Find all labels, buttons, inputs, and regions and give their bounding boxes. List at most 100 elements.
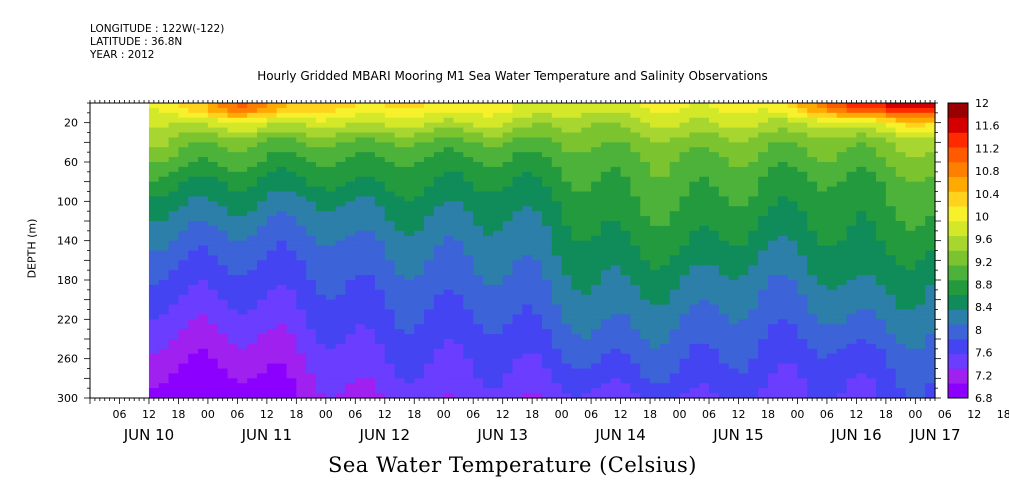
temperature-cell bbox=[178, 319, 189, 325]
temperature-cell bbox=[895, 196, 907, 202]
temperature-cell bbox=[433, 211, 445, 217]
temperature-cell bbox=[257, 329, 268, 335]
temperature-cell bbox=[502, 275, 514, 281]
temperature-cell bbox=[738, 363, 749, 370]
temperature-cell bbox=[650, 225, 661, 232]
temperature-cell bbox=[659, 103, 671, 109]
temperature-cell bbox=[168, 383, 180, 389]
temperature-cell bbox=[207, 289, 219, 296]
temperature-cell bbox=[640, 304, 651, 311]
temperature-cell bbox=[492, 157, 504, 163]
temperature-cell bbox=[178, 280, 189, 286]
temperature-cell bbox=[777, 171, 789, 178]
temperature-cell bbox=[541, 181, 553, 188]
temperature-cell bbox=[306, 319, 317, 325]
temperature-cell bbox=[315, 186, 327, 193]
temperature-cell bbox=[148, 240, 160, 247]
temperature-cell bbox=[659, 152, 671, 158]
temperature-cell bbox=[748, 294, 759, 301]
temperature-cell bbox=[335, 289, 347, 296]
temperature-cell bbox=[807, 225, 818, 232]
temperature-cell bbox=[689, 284, 700, 291]
temperature-cell bbox=[709, 176, 720, 183]
temperature-cell bbox=[787, 309, 799, 316]
temperature-cell bbox=[836, 309, 848, 316]
temperature-cell bbox=[787, 319, 799, 325]
temperature-cell bbox=[148, 132, 160, 139]
temperature-cell bbox=[286, 176, 297, 183]
temperature-cell bbox=[610, 147, 622, 153]
temperature-cell bbox=[669, 221, 681, 227]
temperature-cell bbox=[718, 368, 730, 375]
temperature-cell bbox=[365, 162, 376, 168]
temperature-cell bbox=[414, 216, 425, 222]
temperature-cell bbox=[758, 216, 769, 222]
temperature-cell bbox=[748, 388, 759, 394]
temperature-cell bbox=[365, 314, 376, 320]
temperature-cell bbox=[345, 127, 356, 134]
temperature-cell bbox=[709, 186, 720, 193]
temperature-cell bbox=[384, 348, 396, 355]
temperature-cell bbox=[492, 270, 504, 276]
temperature-cell bbox=[846, 348, 857, 355]
temperature-cell bbox=[365, 112, 376, 119]
temperature-cell bbox=[217, 275, 229, 281]
temperature-cell bbox=[355, 235, 366, 242]
temperature-cell bbox=[856, 289, 867, 296]
temperature-cell bbox=[866, 255, 877, 261]
temperature-cell bbox=[905, 304, 916, 311]
temperature-cell bbox=[217, 265, 229, 271]
temperature-cell bbox=[689, 211, 700, 217]
temperature-cell bbox=[355, 230, 366, 237]
temperature-cell bbox=[394, 235, 406, 242]
temperature-cell bbox=[198, 304, 209, 311]
temperature-cell bbox=[915, 211, 926, 217]
temperature-cell bbox=[247, 221, 258, 227]
temperature-cell bbox=[483, 294, 494, 301]
temperature-cell bbox=[502, 363, 514, 370]
temperature-cell bbox=[640, 309, 651, 316]
temperature-cell bbox=[767, 166, 779, 173]
temperature-cell bbox=[591, 152, 602, 158]
temperature-cell bbox=[591, 289, 602, 296]
temperature-cell bbox=[541, 265, 553, 271]
temperature-cell bbox=[335, 260, 347, 266]
temperature-cell bbox=[276, 107, 288, 114]
temperature-cell bbox=[610, 196, 622, 202]
temperature-cell bbox=[207, 117, 219, 124]
temperature-cell bbox=[227, 216, 238, 222]
temperature-cell bbox=[463, 393, 474, 399]
temperature-cell bbox=[365, 309, 376, 316]
temperature-cell bbox=[620, 319, 632, 325]
temperature-cell bbox=[591, 353, 602, 360]
temperature-cell bbox=[689, 122, 700, 129]
temperature-cell bbox=[168, 378, 180, 384]
temperature-cell bbox=[817, 304, 828, 311]
temperature-cell bbox=[787, 196, 799, 202]
temperature-cell bbox=[551, 343, 563, 350]
temperature-cell bbox=[669, 373, 681, 379]
temperature-cell bbox=[699, 270, 710, 276]
temperature-cell bbox=[738, 235, 749, 242]
temperature-cell bbox=[532, 289, 543, 296]
temperature-cell bbox=[718, 122, 730, 129]
temperature-cell bbox=[443, 216, 455, 222]
temperature-cell bbox=[178, 171, 189, 178]
temperature-cell bbox=[767, 117, 779, 124]
temperature-cell bbox=[374, 176, 386, 183]
temperature-cell bbox=[767, 319, 779, 325]
temperature-cell bbox=[797, 132, 808, 139]
temperature-cell bbox=[561, 127, 573, 134]
temperature-cell bbox=[571, 230, 582, 237]
temperature-cell bbox=[325, 132, 337, 139]
temperature-cell bbox=[856, 250, 867, 257]
temperature-cell bbox=[610, 201, 622, 207]
temperature-cell bbox=[767, 334, 779, 340]
temperature-cell bbox=[600, 289, 612, 296]
temperature-cell bbox=[217, 225, 229, 232]
temperature-cell bbox=[885, 162, 897, 168]
temperature-cell bbox=[541, 176, 553, 183]
temperature-cell bbox=[374, 343, 386, 350]
temperature-cell bbox=[807, 260, 818, 266]
temperature-cell bbox=[925, 112, 936, 119]
